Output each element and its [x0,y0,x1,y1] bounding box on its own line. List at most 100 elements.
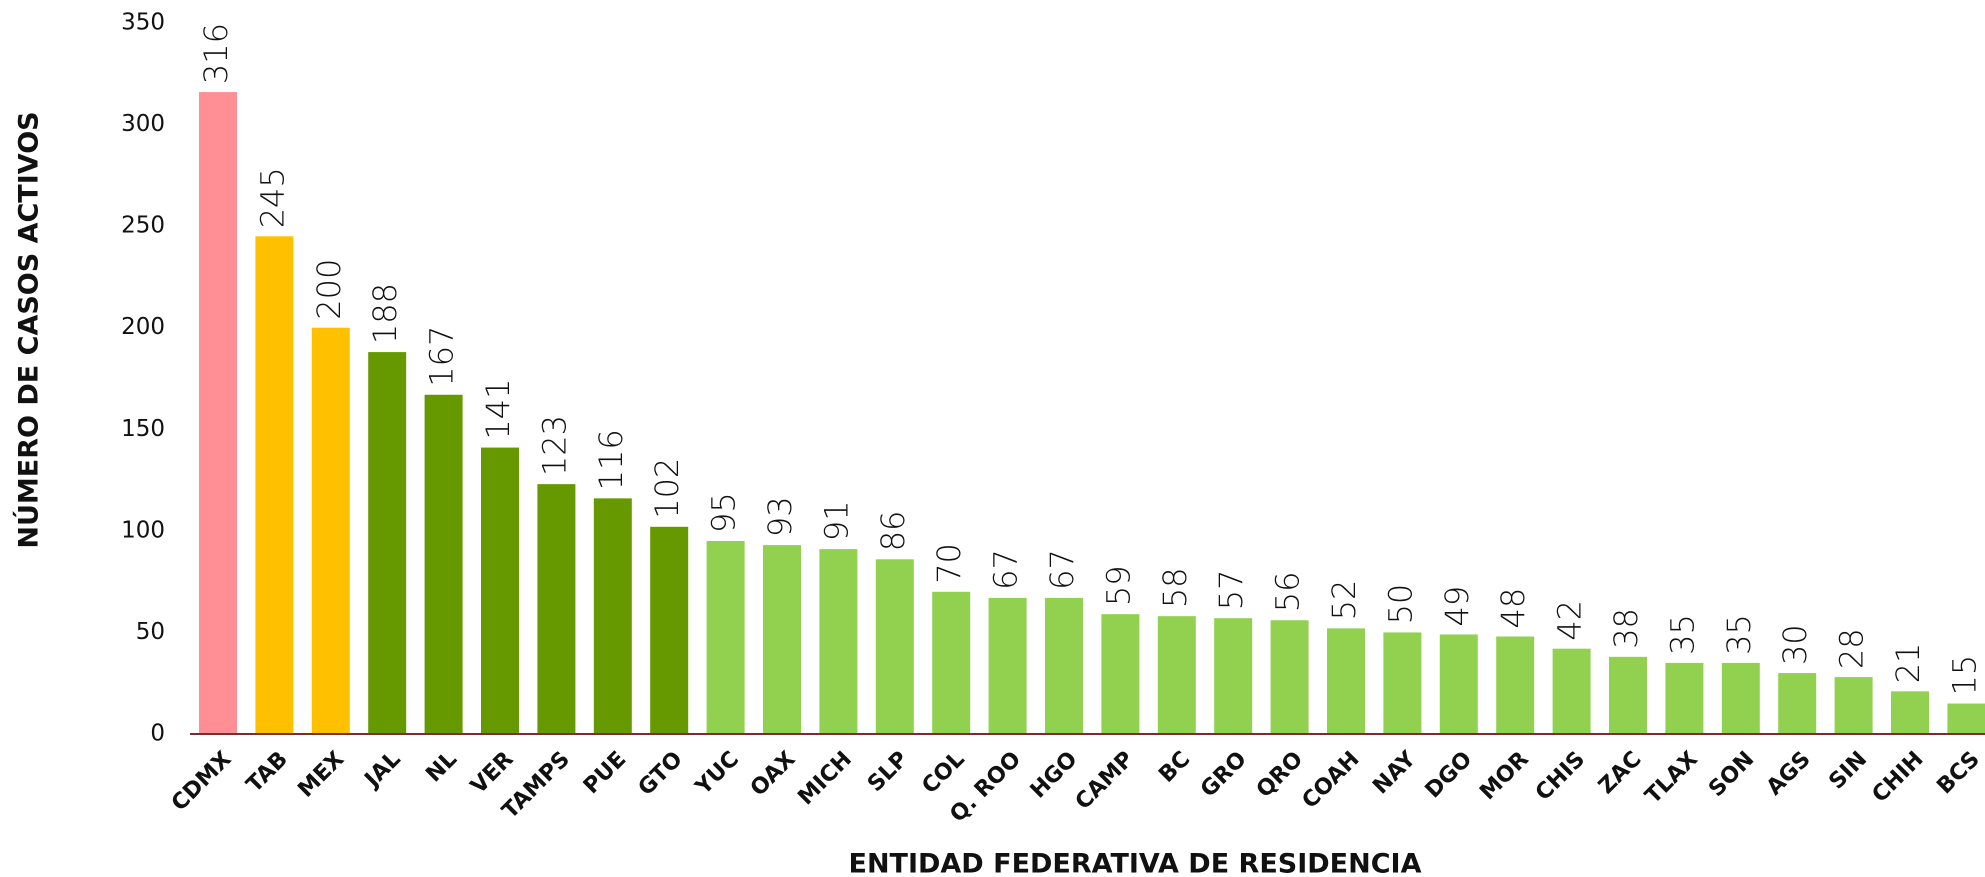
value-label: 30 [1776,624,1814,665]
x-tick-label: BCS [1932,747,1984,799]
x-tick-label: SIN [1824,747,1872,795]
bar [1270,620,1309,734]
value-label: 67 [1043,549,1081,590]
value-label: 48 [1494,588,1532,629]
x-tick-label: COL [917,747,969,799]
bar [537,484,576,734]
value-label: 59 [1099,565,1137,606]
x-tick-label: CHIH [1868,747,1929,808]
value-label: 57 [1212,569,1250,610]
bar [1834,677,1873,734]
bar [819,549,858,734]
x-tick-label: JAL [359,747,406,794]
x-tick-label: MEX [294,747,350,803]
x-tick-label: MOR [1475,747,1533,805]
value-label: 86 [874,511,912,552]
value-label: 141 [479,378,517,439]
y-tick-label: 300 [121,111,165,137]
value-label: 28 [1833,628,1871,669]
x-tick-label: AGS [1762,747,1816,801]
x-tick-label: TAB [242,747,293,798]
bar [481,447,519,734]
x-axis-title: ENTIDAD FEDERATIVA DE RESIDENCIA [849,849,1422,877]
value-label: 93 [761,496,799,537]
x-tick-label: DGO [1421,747,1478,804]
y-tick-label: 150 [121,416,165,442]
y-axis-title: NÚMERO DE CASOS ACTIVOS [13,111,45,548]
x-tick-label: BC [1154,747,1195,788]
x-tick-label: YUC [690,747,744,801]
x-tick-label: CDMX [167,747,237,817]
bar [368,352,407,734]
x-tick-label: COAH [1298,747,1365,814]
y-tick-label: 250 [121,213,165,239]
value-label: 58 [1156,567,1194,608]
bar [1609,656,1647,734]
x-tick-label: PUE [579,747,631,799]
bar [255,236,294,735]
bar [932,591,971,734]
x-tick-label: MICH [793,747,856,810]
bar [1214,618,1253,734]
bar [1045,597,1083,734]
x-tick-label: OAX [746,747,801,802]
bar [1778,673,1817,734]
bar [1157,616,1196,734]
bar [1947,703,1985,734]
bar [1439,634,1478,734]
x-tick-label: NAY [1368,746,1421,799]
value-label: 200 [310,259,348,320]
x-tick-label: GTO [634,747,688,801]
bar [1665,662,1704,734]
value-label: 35 [1720,614,1758,655]
y-tick-label: 350 [121,10,165,36]
bar [1496,636,1535,734]
value-label: 188 [366,283,404,344]
y-tick-label: 0 [150,721,165,747]
x-tick-label: GRO [1196,747,1252,803]
bar [650,526,689,734]
value-label: 70 [930,543,968,584]
bar [199,92,237,734]
value-label: 116 [592,429,630,490]
value-label: 56 [1269,572,1307,613]
bar [1552,648,1591,734]
y-tick-label: 200 [121,314,165,340]
y-tick-label: 100 [121,517,165,543]
bar [424,394,463,734]
value-label: 49 [1438,586,1476,627]
x-tick-label: SON [1704,747,1759,802]
bar [593,498,632,734]
x-tick-label: VER [466,747,518,799]
y-tick-label: 50 [136,619,165,645]
value-label: 35 [1663,614,1701,655]
bar [1891,691,1929,734]
value-label: 245 [253,167,291,228]
bar [1721,662,1760,734]
bar [1327,628,1365,734]
x-tick-label: TLAX [1641,747,1703,809]
bar [875,559,914,734]
value-label: 102 [648,458,686,519]
value-label: 91 [817,500,855,541]
value-label: 167 [423,326,461,387]
bar [311,327,350,734]
value-label: 95 [705,492,743,533]
value-label: 52 [1325,580,1363,621]
value-label: 21 [1889,643,1927,684]
x-tick-label: CHIS [1531,747,1590,806]
x-tick-label: ZAC [1594,747,1646,799]
value-label: 50 [1381,584,1419,625]
x-tick-label: SLP [863,747,913,797]
bar [1383,632,1422,734]
bar [706,541,745,734]
x-tick-label: NL [421,747,462,788]
bar [988,597,1027,734]
x-tick-label: CAMP [1071,747,1139,815]
value-label: 316 [197,23,235,84]
value-label: 42 [1551,600,1589,641]
value-label: 38 [1607,608,1645,649]
value-label: 123 [535,415,573,476]
